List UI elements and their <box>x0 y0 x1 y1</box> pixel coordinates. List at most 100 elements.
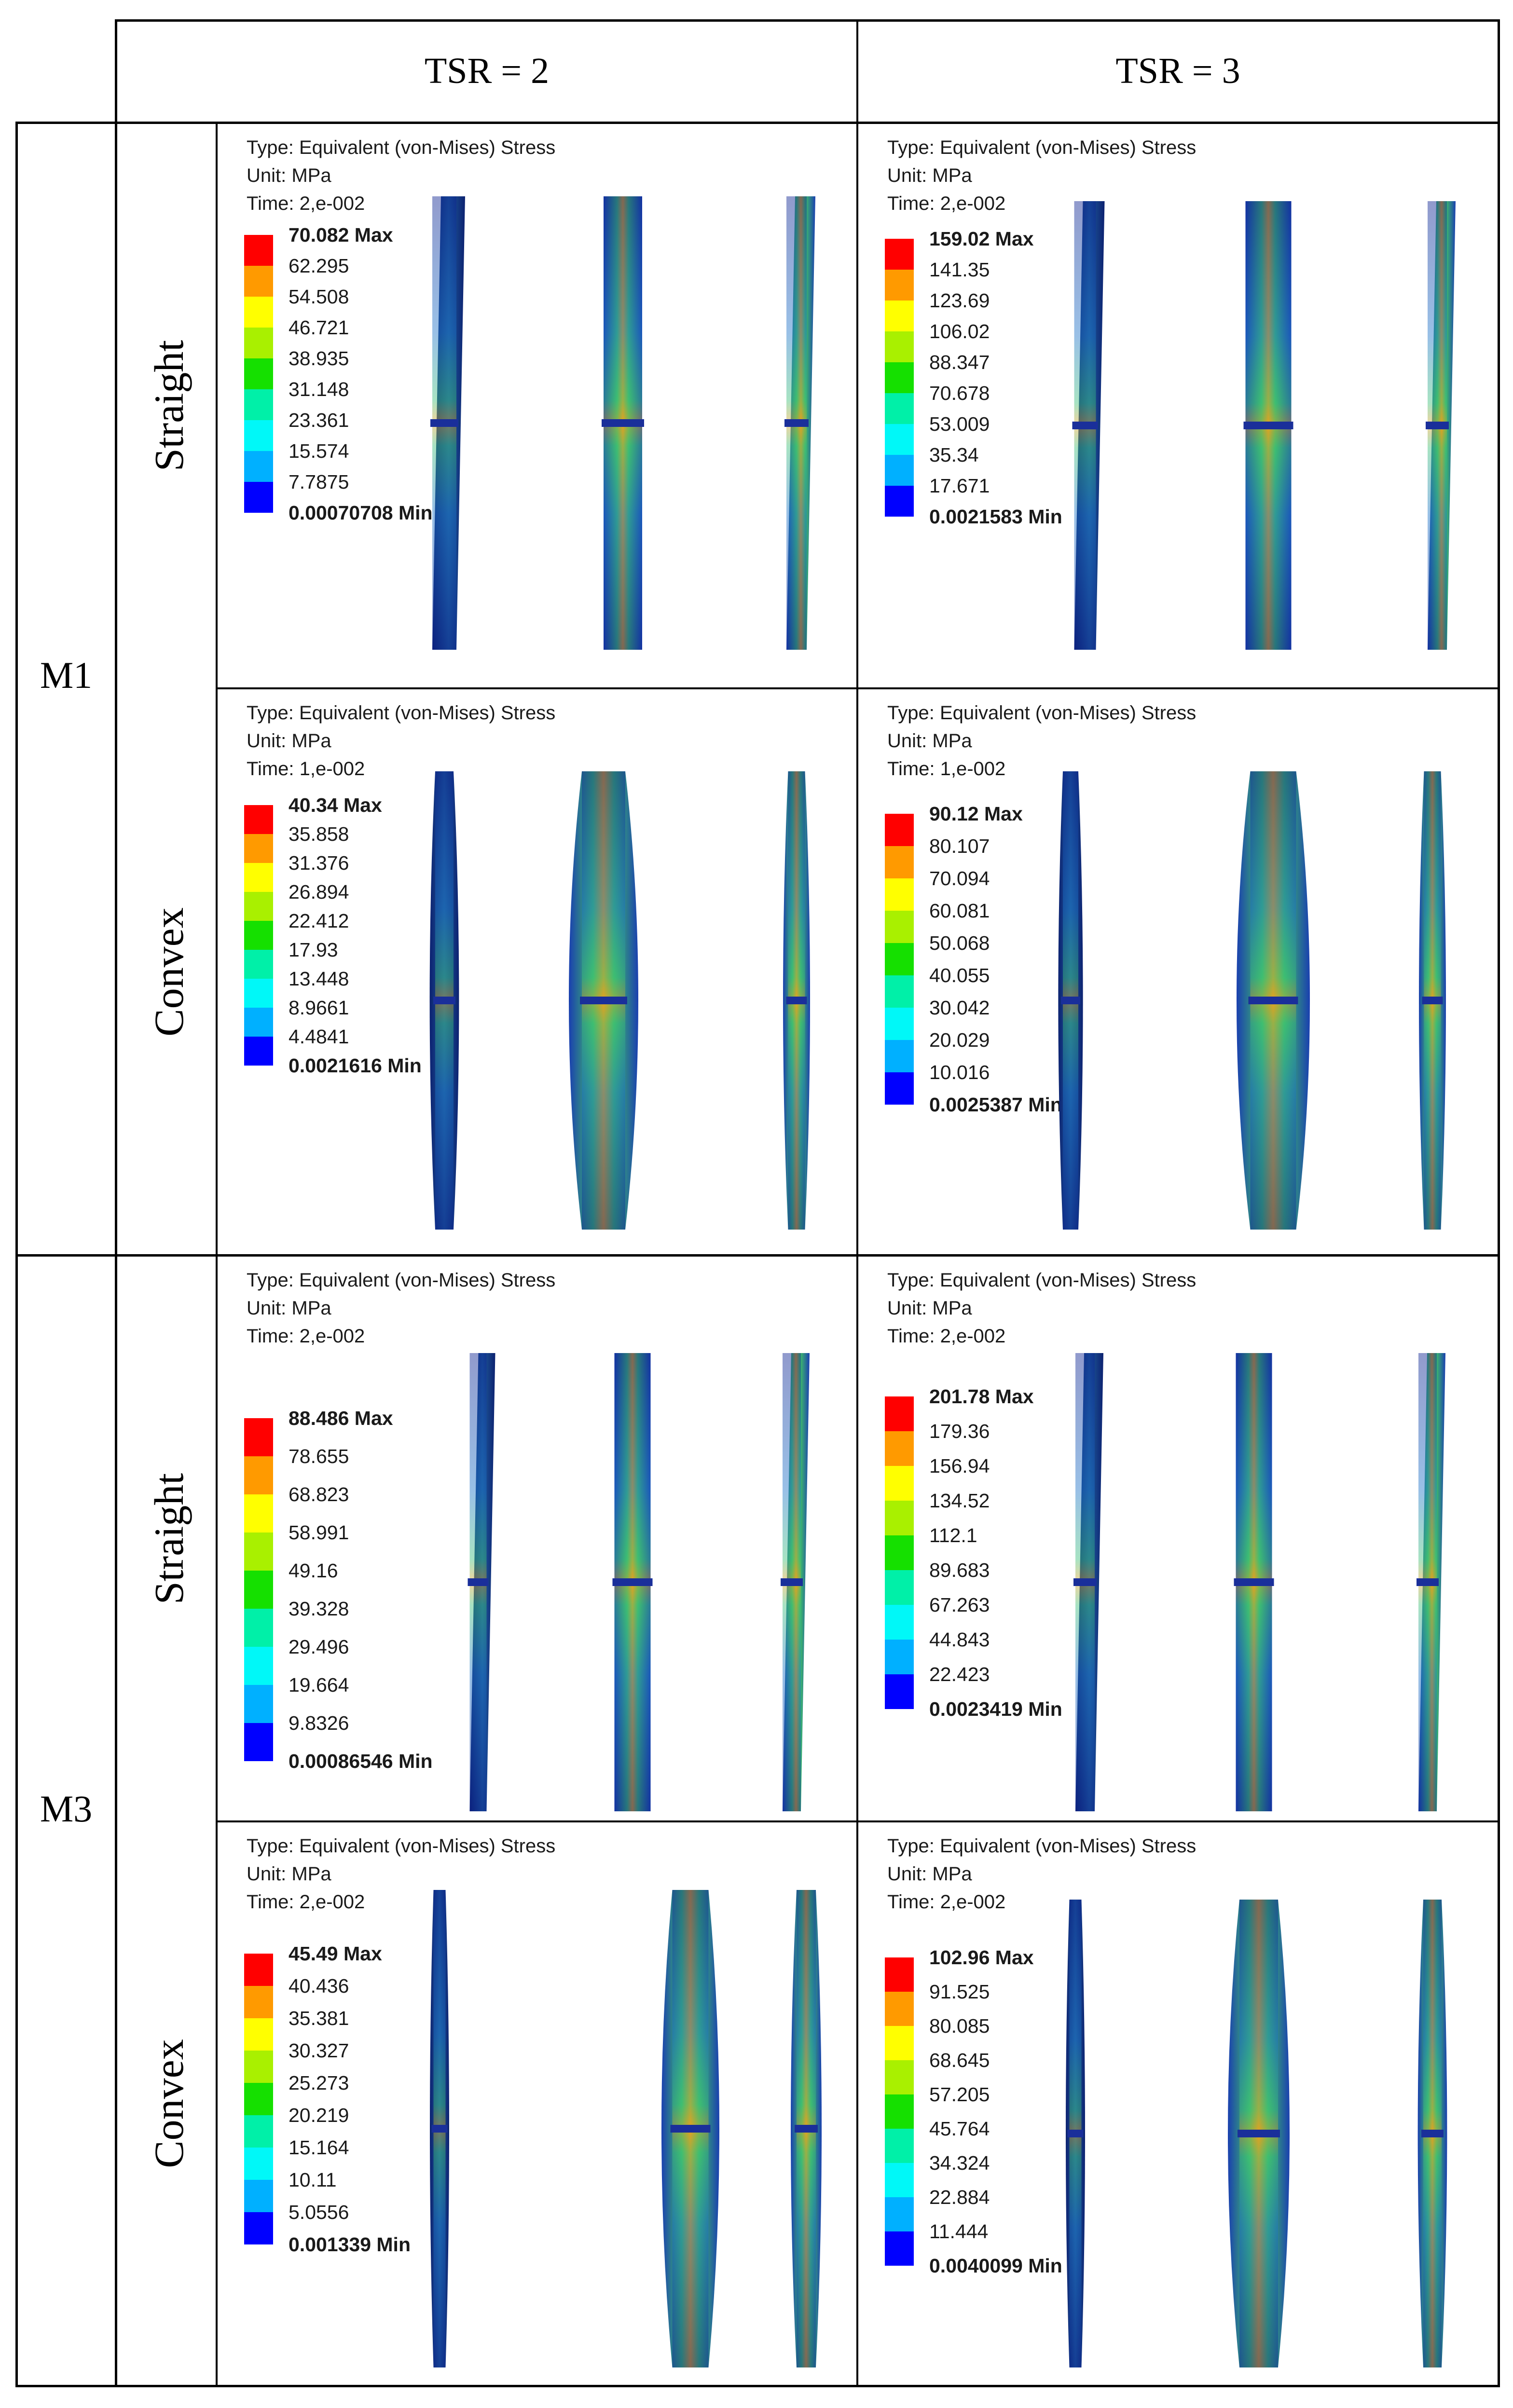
legend-swatch <box>885 270 914 301</box>
grid-line <box>115 19 117 2387</box>
blade-mid-joint <box>1248 997 1298 1004</box>
blade-mid-joint <box>1421 2130 1444 2137</box>
legend-swatch <box>244 805 273 834</box>
legend-label: 13.448 <box>289 968 349 990</box>
legend-label: 7.7875 <box>289 471 349 493</box>
legend-label: 91.525 <box>929 1981 990 2003</box>
legend-swatch <box>885 239 914 270</box>
blade-mid-joint <box>784 419 809 427</box>
legend-max-label: 88.486 Max <box>289 1407 393 1429</box>
legend-swatch <box>885 814 914 846</box>
legend-swatch <box>244 834 273 863</box>
legend-label: 22.412 <box>289 910 349 932</box>
legend-swatch <box>885 1605 914 1640</box>
legend-max-label: 102.96 Max <box>929 1946 1034 1969</box>
legend-label: 38.935 <box>289 347 349 369</box>
blade-mid-joint <box>1422 997 1443 1004</box>
legend-swatch <box>885 393 914 424</box>
legend-label: 17.93 <box>289 939 338 961</box>
blade-mid-joint <box>580 997 627 1004</box>
legend-swatch <box>244 2083 273 2115</box>
blade-mid-joint <box>1417 1578 1439 1586</box>
column-header-tsr3: TSR = 3 <box>1115 51 1240 91</box>
panel-m3-convex-tsr3: Type: Equivalent (von-Mises) Stress Unit:… <box>858 1822 1498 2385</box>
legend-max-label: 159.02 Max <box>929 228 1034 250</box>
legend-swatch <box>244 2051 273 2083</box>
grid-line <box>216 122 218 2387</box>
panel-m1-convex-tsr2: Type: Equivalent (von-Mises) Stress Unit:… <box>218 689 856 1254</box>
legend-swatch <box>885 1640 914 1674</box>
legend-max-label: 90.12 Max <box>929 803 1023 825</box>
legend-min-label: 0.0023419 Min <box>929 1698 1062 1720</box>
legend-min-label: 0.0021583 Min <box>929 506 1062 528</box>
result-unit: Unit: MPa <box>887 165 972 186</box>
legend-swatch <box>244 2180 273 2212</box>
legend-swatch <box>244 892 273 921</box>
group-label-m1: M1 <box>40 654 93 696</box>
legend-label: 70.678 <box>929 382 990 404</box>
legend-swatch <box>885 2231 914 2266</box>
result-type: Type: Equivalent (von-Mises) Stress <box>247 1835 556 1857</box>
legend-label: 58.991 <box>289 1521 349 1544</box>
legend-swatch <box>885 455 914 486</box>
blade-mid-joint <box>1067 2130 1084 2137</box>
legend-label: 5.0556 <box>289 2201 349 2223</box>
legend-swatch <box>244 451 273 482</box>
legend-label: 179.36 <box>929 1420 990 1442</box>
legend-swatch <box>885 424 914 455</box>
blade-mid-joint <box>795 2125 818 2133</box>
legend-swatch <box>885 1674 914 1709</box>
legend-label: 112.1 <box>929 1524 977 1546</box>
legend-label: 45.764 <box>929 2118 990 2140</box>
blade-renders <box>1058 771 1446 1230</box>
group-label-m3: M3 <box>40 1788 93 1830</box>
legend-label: 68.645 <box>929 2049 990 2071</box>
legend-label: 26.894 <box>289 881 349 903</box>
result-header: Type: Equivalent (von-Mises) Stress Unit:… <box>247 1832 555 1916</box>
legend-swatch <box>244 950 273 979</box>
blade-mid-joint <box>1073 1578 1097 1586</box>
panel-m1-straight-tsr3: Type: Equivalent (von-Mises) Stress Unit:… <box>858 124 1498 687</box>
legend-swatch <box>885 975 914 1008</box>
legend-label: 22.884 <box>929 2186 990 2208</box>
legend-swatch <box>885 486 914 517</box>
result-unit: Unit: MPa <box>247 1298 331 1319</box>
legend-swatch <box>244 389 273 420</box>
blade-mid-joint <box>1234 1578 1274 1586</box>
legend-swatch <box>885 2060 914 2094</box>
blade-mid-joint <box>781 1578 803 1586</box>
result-unit: Unit: MPa <box>887 730 972 752</box>
grid-line <box>15 122 1499 124</box>
legend-label: 34.324 <box>929 2152 990 2174</box>
legend-swatch <box>885 331 914 362</box>
legend-swatch <box>885 1008 914 1040</box>
legend-swatch <box>244 1532 273 1571</box>
column-header-tsr2: TSR = 2 <box>424 51 550 91</box>
legend-swatch <box>885 2197 914 2231</box>
blade-mid-joint <box>433 997 455 1004</box>
legend-label: 70.094 <box>929 867 990 889</box>
result-unit: Unit: MPa <box>247 1863 331 1885</box>
legend-min-label: 0.001339 Min <box>289 2233 411 2256</box>
result-header: Type: Equivalent (von-Mises) Stress Unit:… <box>887 134 1196 218</box>
result-type: Type: Equivalent (von-Mises) Stress <box>887 1270 1197 1291</box>
result-unit: Unit: MPa <box>247 730 331 752</box>
legend-swatch <box>885 362 914 393</box>
result-time: Time: 2,e-002 <box>887 1891 1006 1913</box>
legend-swatch <box>244 1571 273 1609</box>
legend-label: 123.69 <box>929 289 990 312</box>
row-label-m3-straight: Straight <box>146 1473 193 1604</box>
legend-swatch <box>244 1037 273 1066</box>
result-type: Type: Equivalent (von-Mises) Stress <box>247 1270 556 1291</box>
legend-label: 49.16 <box>289 1560 338 1582</box>
result-time: Time: 2,e-002 <box>887 193 1006 214</box>
blade-mid-joint <box>670 2125 711 2133</box>
result-header: Type: Equivalent (von-Mises) Stress Unit:… <box>887 1266 1196 1350</box>
result-type: Type: Equivalent (von-Mises) Stress <box>887 1835 1197 1857</box>
legend-swatch <box>885 1535 914 1570</box>
legend-max-label: 40.34 Max <box>289 794 382 816</box>
legend-label: 134.52 <box>929 1490 990 1512</box>
grid-line <box>15 1254 1499 1257</box>
result-header: Type: Equivalent (von-Mises) Stress Unit:… <box>887 699 1196 783</box>
